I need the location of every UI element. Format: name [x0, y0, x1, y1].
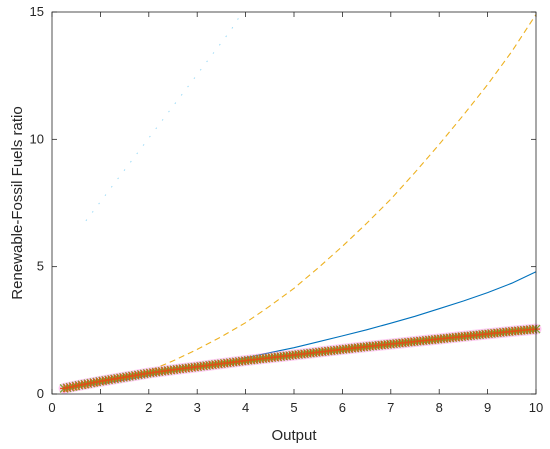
y-axis-ticks: 0 5 10 15: [30, 4, 536, 401]
series-layer: [58, 14, 542, 394]
x-tick-label: 10: [529, 400, 543, 415]
series-4: [59, 324, 541, 393]
series-line-dotted: [85, 14, 242, 222]
y-tick-label: 15: [30, 4, 44, 19]
x-tick-label: 6: [339, 400, 346, 415]
x-tick-label: 4: [242, 400, 249, 415]
x-tick-label: 2: [145, 400, 152, 415]
y-axis-label: Renewable-Fossil Fuels ratio: [9, 106, 26, 299]
y-tick-label: 0: [37, 386, 44, 401]
x-tick-label: 1: [97, 400, 104, 415]
x-tick-label: 8: [436, 400, 443, 415]
x-axis-ticks: 0 1 2 3 4 5 6 7 8 9 10: [48, 12, 543, 415]
x-tick-label: 5: [290, 400, 297, 415]
x-tick-label: 3: [194, 400, 201, 415]
x-tick-label: 9: [484, 400, 491, 415]
x-axis-label: Output: [271, 427, 317, 444]
series-0: [85, 14, 242, 222]
y-tick-label: 10: [30, 131, 44, 146]
x-tick-label: 7: [387, 400, 394, 415]
x-tick-label: 0: [48, 400, 55, 415]
y-tick-label: 5: [37, 259, 44, 274]
